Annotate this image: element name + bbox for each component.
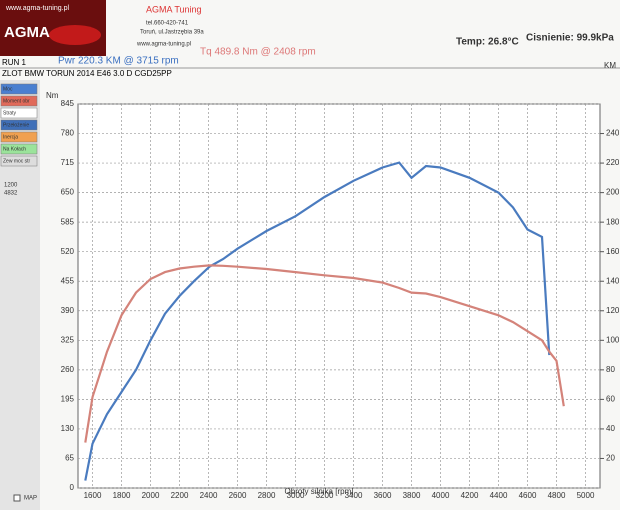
sidebar-button-label: Na Kołach bbox=[3, 146, 26, 152]
x-tick-label: 3200 bbox=[316, 491, 334, 500]
y2-tick-label: 220 bbox=[606, 158, 620, 167]
x-tick-label: 4600 bbox=[519, 491, 537, 500]
logo-car bbox=[49, 25, 101, 45]
x-axis-label: Obroty silnika [rpm] bbox=[285, 487, 354, 496]
sidebar-button[interactable] bbox=[0, 119, 38, 131]
y-tick-label: 260 bbox=[61, 365, 75, 374]
y2-tick-label: 120 bbox=[606, 306, 620, 315]
y2-axis-label: KM bbox=[604, 61, 616, 70]
x-tick-label: 1800 bbox=[113, 491, 131, 500]
annotation-torque: Tq 489.8 Nm @ 2408 rpm bbox=[200, 47, 316, 58]
x-tick-label: 3000 bbox=[287, 491, 305, 500]
y2-tick-label: 160 bbox=[606, 247, 620, 256]
y2-tick-label: 40 bbox=[606, 424, 615, 433]
company: AGMA Tuning bbox=[146, 4, 202, 14]
y-tick-label: 390 bbox=[61, 306, 75, 315]
sidebar-button-label: Straty bbox=[3, 110, 17, 116]
y-tick-label: 650 bbox=[61, 188, 75, 197]
y-tick-label: 845 bbox=[61, 99, 75, 108]
series-line bbox=[84, 161, 551, 481]
x-tick-label: 2000 bbox=[142, 491, 160, 500]
y-tick-label: 65 bbox=[65, 454, 74, 463]
y2-tick-label: 80 bbox=[606, 365, 615, 374]
chart-title: ZLOT BMW TORUN 2014 E46 3.0 D CGD25PP bbox=[2, 69, 172, 78]
sidebar-button[interactable] bbox=[0, 107, 38, 119]
x-tick-label: 5000 bbox=[577, 491, 595, 500]
x-tick-label: 3600 bbox=[374, 491, 392, 500]
plot-area bbox=[77, 103, 601, 489]
pressure: Cisnienie: 99.9kPa bbox=[526, 33, 614, 44]
range-to: 4832 bbox=[4, 191, 18, 197]
sidebar-button-label: Inercja bbox=[3, 134, 18, 140]
sidebar-button[interactable] bbox=[0, 155, 38, 167]
sidebar-button-label: Moc bbox=[3, 86, 13, 92]
x-tick-label: 2200 bbox=[171, 491, 189, 500]
logo-name: AGMA bbox=[4, 24, 50, 41]
y2-tick-label: 240 bbox=[606, 129, 620, 138]
y-tick-label: 0 bbox=[70, 483, 75, 492]
temp: Temp: 26.8°C bbox=[456, 37, 519, 48]
y-tick-label: 520 bbox=[61, 247, 75, 256]
x-tick-label: 4400 bbox=[490, 491, 508, 500]
y2-tick-label: 180 bbox=[606, 217, 620, 226]
y2-tick-label: 200 bbox=[606, 188, 620, 197]
sidebar-button-label: Przełożenie bbox=[3, 122, 29, 128]
x-tick-label: 1600 bbox=[84, 491, 102, 500]
annotation-power: Pwr 220.3 KM @ 3715 rpm bbox=[58, 56, 179, 67]
sidebar-button-label: Moment obr bbox=[3, 98, 30, 104]
series-line bbox=[84, 264, 565, 443]
y-tick-label: 585 bbox=[61, 217, 75, 226]
sidebar-button[interactable] bbox=[0, 131, 38, 143]
logo-url: www.agma-tuning.pl bbox=[5, 5, 69, 12]
sidebar-button[interactable] bbox=[0, 95, 38, 107]
x-tick-label: 2800 bbox=[258, 491, 276, 500]
y2-tick-label: 20 bbox=[606, 454, 615, 463]
sidebar-button[interactable] bbox=[0, 143, 38, 155]
sidebar-button[interactable] bbox=[0, 83, 38, 95]
sidebar-button-label: Zew moc str bbox=[3, 158, 31, 164]
y-tick-label: 455 bbox=[61, 276, 75, 285]
y-tick-label: 715 bbox=[61, 158, 75, 167]
x-tick-label: 4200 bbox=[461, 491, 479, 500]
y2-tick-label: 100 bbox=[606, 335, 620, 344]
run-label: RUN 1 bbox=[2, 58, 27, 67]
y2-tick-label: 140 bbox=[606, 276, 620, 285]
y-tick-label: 130 bbox=[61, 424, 75, 433]
x-tick-label: 3800 bbox=[403, 491, 421, 500]
y-axis-label: Nm bbox=[46, 91, 59, 100]
x-tick-label: 2600 bbox=[229, 491, 247, 500]
x-tick-label: 2400 bbox=[200, 491, 218, 500]
y-tick-label: 325 bbox=[61, 335, 75, 344]
map-checkbox[interactable] bbox=[13, 494, 21, 502]
phone: tel.660-420-741 bbox=[146, 21, 189, 27]
y-tick-label: 195 bbox=[61, 394, 75, 403]
x-tick-label: 3400 bbox=[345, 491, 363, 500]
x-tick-label: 4800 bbox=[548, 491, 566, 500]
map-label: MAP bbox=[24, 496, 37, 502]
y2-tick-label: 60 bbox=[606, 394, 615, 403]
range-from: 1200 bbox=[4, 183, 18, 189]
address: Toruń, ul.Jastrzębia 39a bbox=[140, 30, 204, 36]
website: www.agma-tuning.pl bbox=[136, 42, 191, 48]
x-tick-label: 4000 bbox=[432, 491, 450, 500]
y-tick-label: 780 bbox=[61, 129, 75, 138]
